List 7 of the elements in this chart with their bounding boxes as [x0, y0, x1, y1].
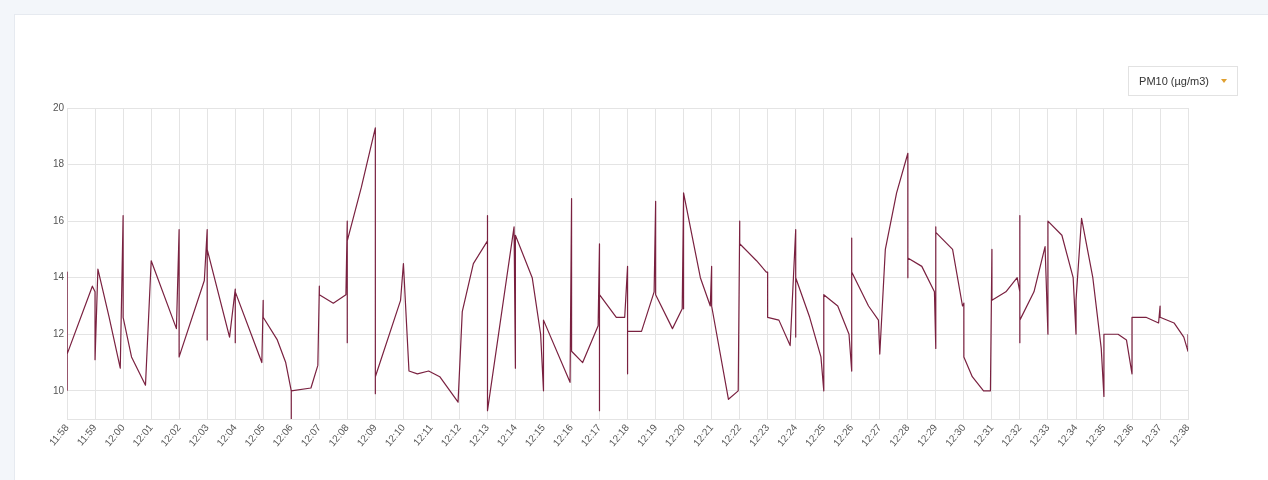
- y-tick-label: 12: [53, 328, 65, 340]
- y-tick-label: 14: [53, 271, 65, 283]
- text: PM10 (µg/m3): [1139, 75, 1209, 87]
- y-tick-label: 16: [53, 214, 65, 226]
- y-tick-label: 20: [53, 101, 65, 113]
- y-tick-label: 18: [53, 158, 65, 170]
- y-tick-label: 10: [53, 384, 65, 396]
